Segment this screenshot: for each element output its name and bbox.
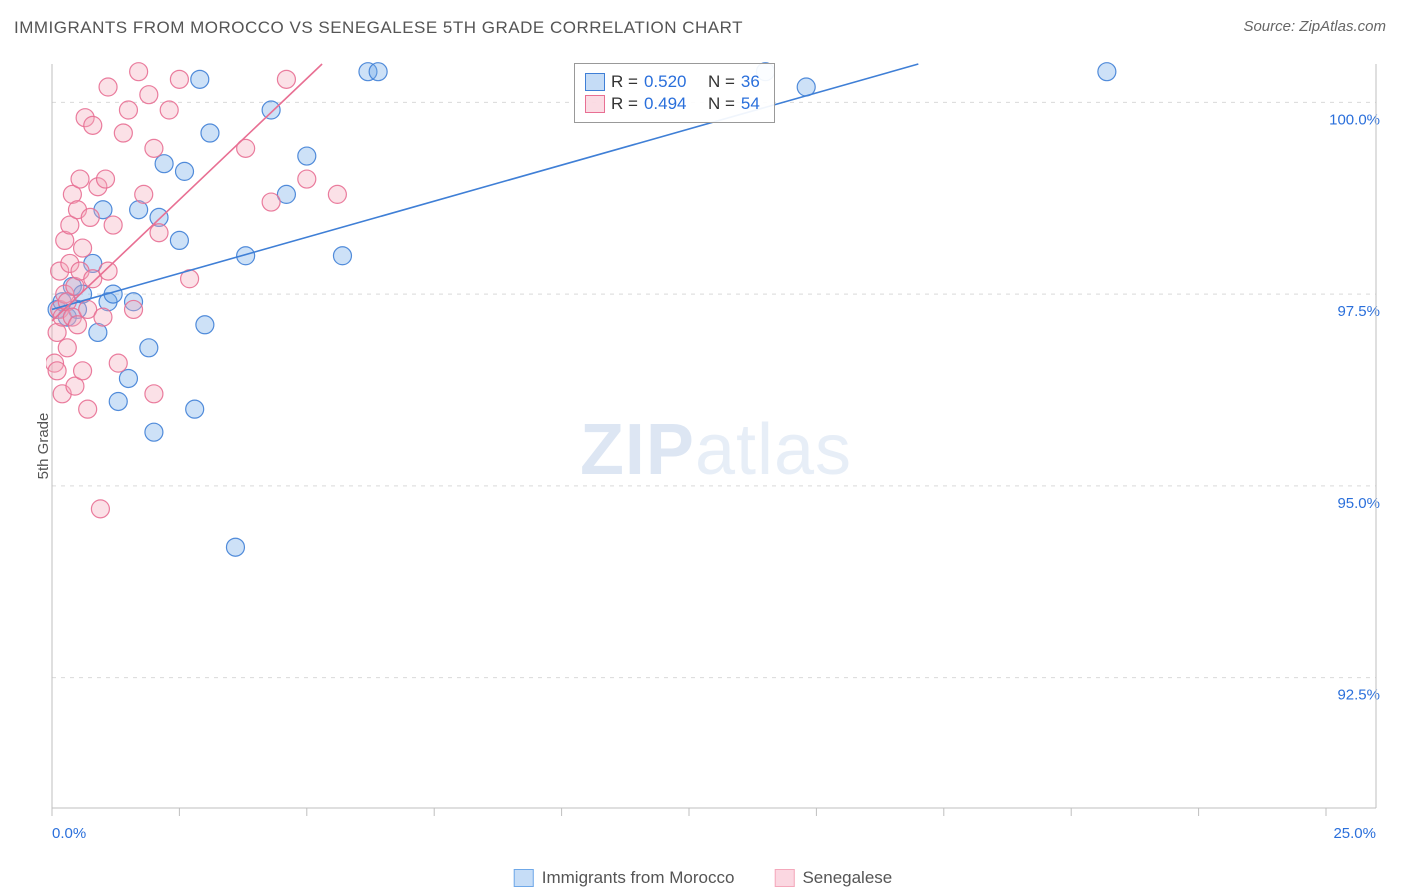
- n-value-morocco: 36: [741, 72, 760, 92]
- r-label: R =: [611, 72, 638, 92]
- svg-text:25.0%: 25.0%: [1333, 825, 1376, 840]
- r-value-senegalese: 0.494: [644, 94, 687, 114]
- svg-text:100.0%: 100.0%: [1329, 111, 1380, 128]
- legend-label: Senegalese: [802, 868, 892, 888]
- r-label: R =: [611, 94, 638, 114]
- legend: Immigrants from Morocco Senegalese: [514, 868, 893, 888]
- legend-item-morocco: Immigrants from Morocco: [514, 868, 735, 888]
- n-label: N =: [708, 94, 735, 114]
- chart-title: IMMIGRANTS FROM MOROCCO VS SENEGALESE 5T…: [14, 18, 743, 38]
- svg-text:92.5%: 92.5%: [1337, 687, 1380, 704]
- plot-container: 92.5% 95.0% 97.5% 100.0% 0.0% 25.0% R = 0.520…: [46, 60, 1386, 840]
- svg-text:95.0%: 95.0%: [1337, 495, 1380, 512]
- legend-label: Immigrants from Morocco: [542, 868, 735, 888]
- swatch-morocco: [514, 869, 534, 887]
- swatch-morocco: [585, 73, 605, 91]
- n-value-senegalese: 54: [741, 94, 760, 114]
- scatter-plot: 92.5% 95.0% 97.5% 100.0% 0.0% 25.0%: [46, 60, 1386, 840]
- legend-item-senegalese: Senegalese: [774, 868, 892, 888]
- stats-row-senegalese: R = 0.494 N = 54: [585, 94, 760, 114]
- source-attribution: Source: ZipAtlas.com: [1243, 18, 1386, 35]
- svg-text:97.5%: 97.5%: [1337, 303, 1380, 320]
- r-value-morocco: 0.520: [644, 72, 687, 92]
- stats-row-morocco: R = 0.520 N = 36: [585, 72, 760, 92]
- n-label: N =: [708, 72, 735, 92]
- stats-box: R = 0.520 N = 36 R = 0.494 N = 54: [574, 63, 775, 123]
- swatch-senegalese: [585, 95, 605, 113]
- swatch-senegalese: [774, 869, 794, 887]
- svg-text:0.0%: 0.0%: [52, 825, 86, 840]
